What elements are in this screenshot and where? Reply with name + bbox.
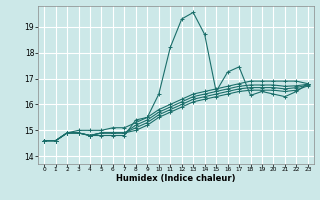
X-axis label: Humidex (Indice chaleur): Humidex (Indice chaleur) (116, 174, 236, 183)
